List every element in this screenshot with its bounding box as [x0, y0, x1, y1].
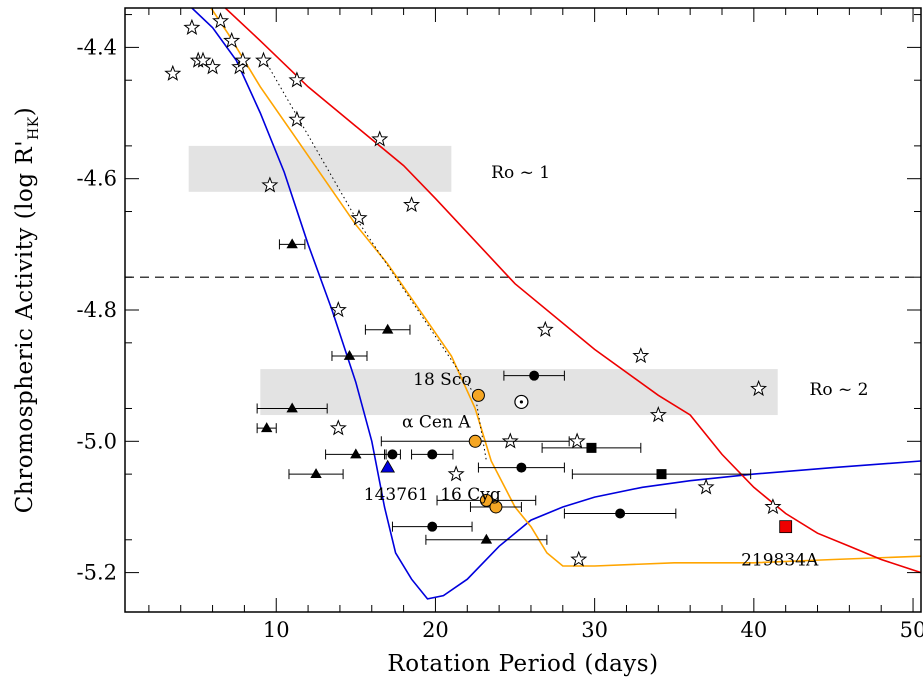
star-marker: [288, 110, 306, 127]
rossby-bands: [188, 145, 778, 416]
star-marker: [649, 406, 667, 423]
circle-marker: [427, 521, 438, 532]
star-marker: [447, 465, 465, 482]
circle-marker: [387, 449, 398, 460]
dotted-track: [264, 60, 487, 462]
y-axis-title-sub: HK: [26, 116, 42, 140]
star-marker: [501, 432, 519, 449]
orange-marker: [468, 434, 482, 448]
circle-marker: [615, 508, 626, 519]
y-axis-title-close: ): [12, 107, 38, 116]
x-tick-label: 40: [740, 618, 767, 642]
star-marker: [223, 31, 241, 49]
red-square-marker: [779, 520, 793, 534]
red-model-curve: [224, 8, 921, 574]
annotation-label: 219834A: [741, 550, 819, 570]
annotation-label: 143761: [364, 485, 429, 505]
star-marker: [212, 12, 230, 29]
orange-model-curve: [210, 8, 921, 567]
star-marker: [234, 51, 252, 68]
annotations: Ro ~ 1 Ro ~ 2 18 Sco α Cen A 143761 16 Cyg 219…: [364, 163, 869, 570]
circle-marker: [529, 370, 540, 381]
x-tick-label: 50: [900, 618, 923, 642]
annotation-label: 16 Cyg: [440, 485, 501, 505]
star-marker: [164, 64, 182, 81]
axis-ticks: 10 20 30 40 50 -5.2 -5.0 -4.8 -4.6 -4.4: [77, 8, 923, 642]
circle-marker: [427, 449, 438, 460]
triangle-marker: [260, 422, 273, 433]
triangle-marker: [286, 238, 298, 249]
annotation-label: Ro ~ 2: [810, 380, 869, 400]
star-marker: [194, 51, 212, 68]
triangle-marker: [310, 468, 322, 479]
x-tick-label: 20: [422, 618, 449, 642]
star-marker: [255, 51, 272, 68]
y-tick-label: -4.4: [77, 35, 118, 59]
blue-model-curve: [191, 8, 921, 600]
triangle-marker: [286, 402, 298, 413]
data-points: [164, 12, 793, 567]
y-axis-title-main: Chromospheric Activity (log R': [12, 140, 38, 513]
triangle-marker: [343, 349, 356, 360]
star-marker: [536, 320, 554, 337]
star-marker: [183, 18, 201, 35]
orange-marker: [471, 388, 485, 402]
star-marker: [764, 498, 782, 515]
star-marker: [697, 478, 715, 495]
y-tick-label: -5.0: [77, 429, 118, 453]
star-marker: [570, 550, 588, 567]
star-marker: [403, 196, 421, 213]
star-marker: [632, 347, 650, 364]
star-marker: [750, 379, 768, 397]
x-axis-title: Rotation Period (days): [387, 651, 658, 677]
model-curves: [191, 8, 921, 600]
star-marker: [329, 419, 347, 436]
star-marker: [371, 130, 389, 147]
x-tick-label: 30: [581, 618, 608, 642]
star-marker: [204, 58, 222, 75]
annotation-label: α Cen A: [402, 413, 471, 433]
annotation-label: Ro ~ 1: [491, 163, 550, 183]
rossby-band-1: [188, 145, 452, 192]
y-tick-label: -4.6: [77, 167, 118, 191]
orange-marker: [489, 500, 503, 514]
star-marker: [329, 301, 347, 318]
star-marker: [350, 209, 368, 226]
star-marker: [568, 432, 586, 449]
square-marker: [656, 469, 667, 480]
sun-symbol-dot: [519, 400, 524, 404]
y-axis-title: Chromospheric Activity (log R'HK): [12, 107, 42, 513]
y-tick-label: -5.2: [77, 561, 118, 585]
plot-frame: [124, 7, 922, 613]
star-marker: [288, 71, 306, 88]
star-marker: [261, 176, 279, 193]
annotation-label: 18 Sco: [413, 370, 471, 390]
x-tick-label: 10: [263, 618, 290, 642]
triangle-marker: [350, 448, 362, 459]
y-tick-label: -4.8: [77, 298, 118, 322]
triangle-marker: [480, 533, 493, 544]
circle-marker: [516, 462, 527, 473]
blue-triangle-marker: [380, 459, 396, 473]
square-marker: [586, 442, 597, 453]
orange-marker: [479, 493, 493, 507]
triangle-marker: [381, 323, 394, 334]
